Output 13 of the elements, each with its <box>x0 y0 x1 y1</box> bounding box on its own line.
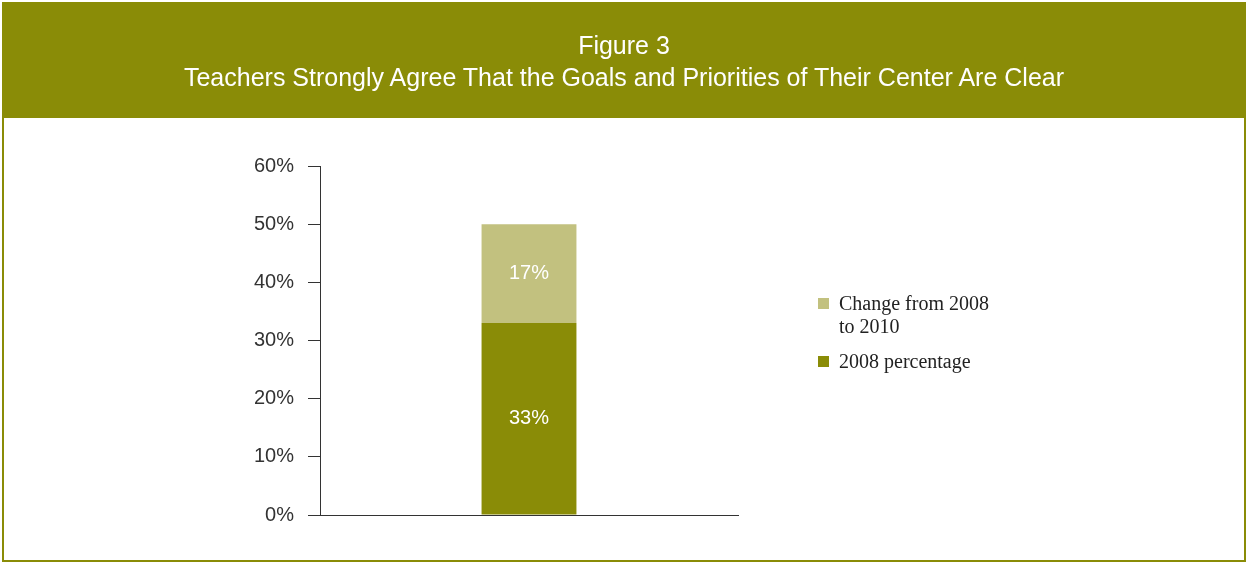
y-tick-label: 60% <box>253 153 295 176</box>
legend-label: Change from 2008 to 2010 <box>839 292 989 338</box>
chart-title: Figure 3 <box>577 30 671 61</box>
y-tick-label: 50% <box>253 211 295 234</box>
data-label: 17% <box>508 261 550 284</box>
y-tick-label: 30% <box>253 328 295 351</box>
data-label: 33% <box>508 406 550 429</box>
chart-subtitle: Teachers Strongly Agree That the Goals and Priorities of Their Center Are Clear <box>182 62 1066 93</box>
legend-label: 2008 percentage <box>839 350 972 373</box>
y-tick-label: 10% <box>253 444 295 467</box>
y-tick-label: 40% <box>253 269 295 292</box>
y-tick-label: 0% <box>265 502 295 525</box>
y-tick-label: 20% <box>253 386 295 409</box>
